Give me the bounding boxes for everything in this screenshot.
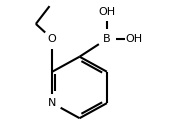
- Text: N: N: [48, 98, 56, 108]
- Text: O: O: [48, 34, 57, 44]
- Text: OH: OH: [126, 34, 143, 44]
- Text: OH: OH: [98, 7, 115, 17]
- Text: B: B: [103, 34, 111, 44]
